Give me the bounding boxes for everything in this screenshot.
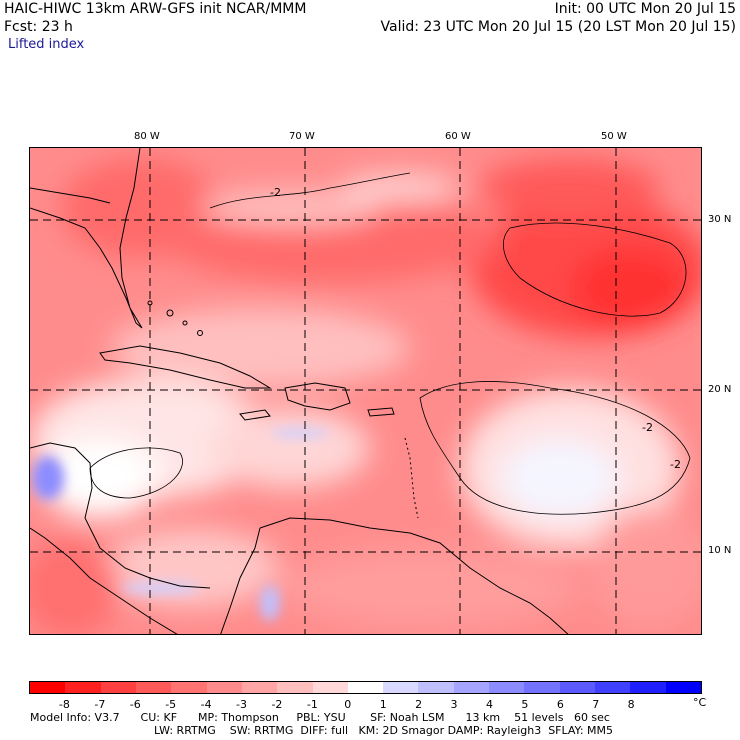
model-info-line2: LW: RRTMG SW: RRTMG DIFF: full KM: 2D Sm… (154, 724, 614, 737)
positive-patches (32, 428, 330, 621)
colorbar-swatch (100, 682, 136, 693)
forecast-hour: Fcst: 23 h (4, 19, 73, 35)
init-time: Init: 00 UTC Mon 20 Jul 15 (554, 1, 736, 17)
colorbar-label: 0 (344, 698, 352, 711)
lon-label-80w: 80 W (134, 131, 160, 142)
lat-label-10n: 10 N (708, 545, 732, 556)
colorbar-swatch (206, 682, 242, 693)
map-canvas: -2 -2 -2 (30, 148, 701, 634)
colorbar-label: 1 (379, 698, 387, 711)
colorbar-label: -4 (200, 698, 212, 711)
colorbar-swatch (383, 682, 419, 693)
colorbar-swatch (65, 682, 101, 693)
colorbar-label: 2 (415, 698, 423, 711)
colorbar-label: -7 (94, 698, 106, 711)
colorbar-label: 3 (450, 698, 458, 711)
graticule (30, 148, 701, 634)
puerto-rico-coast (367, 407, 395, 417)
florida-coast (30, 148, 143, 329)
model-info-line1: Model Info: V3.7 CU: KF MP: Thompson PBL… (30, 711, 610, 724)
colorbar-label: -1 (306, 698, 318, 711)
model-title: HAIC-HIWC 13km ARW-GFS init NCAR/MMM (4, 1, 307, 17)
colorbar-swatch (595, 682, 631, 693)
colorbar-label: 5 (521, 698, 529, 711)
colorbar-label: -2 (271, 698, 283, 711)
colorbar-label: -8 (58, 698, 70, 711)
colorbar-swatch (559, 682, 595, 693)
colorbar-label: -5 (165, 698, 177, 711)
colorbar-swatch (312, 682, 348, 693)
jamaica-coast (239, 409, 271, 421)
contour-label: -2 (642, 421, 653, 434)
colorbar-unit: °C (693, 696, 707, 709)
colorbar-swatch (453, 682, 490, 693)
colorbar-label: -6 (129, 698, 141, 711)
lifted-index-map: -2 -2 -2 (29, 147, 702, 635)
colorbar-label: 8 (627, 698, 635, 711)
colorbar-swatch (241, 682, 278, 693)
south-america-coast (259, 517, 569, 634)
hispaniola-coast (284, 382, 351, 411)
contour-label: -2 (670, 458, 681, 471)
colorbar-swatch (30, 682, 66, 693)
colorbar-label: 7 (592, 698, 600, 711)
colorbar-label: 6 (556, 698, 564, 711)
lon-label-70w: 70 W (289, 131, 315, 142)
colorbar-swatch (418, 682, 454, 693)
colorbar-swatch (489, 682, 525, 693)
contour-label: -2 (270, 186, 281, 199)
colorbar (29, 681, 702, 694)
colorbar-swatch (630, 682, 666, 693)
central-america-coast (30, 442, 211, 589)
colorbar-swatch (524, 682, 560, 693)
colorbar-swatch (171, 682, 207, 693)
colorbar-label: 4 (485, 698, 493, 711)
lesser-antilles (404, 437, 419, 519)
colorbar-swatch (277, 682, 313, 693)
valid-time: Valid: 23 UTC Mon 20 Jul 15 (20 LST Mon … (380, 19, 736, 35)
cuba-coast (99, 345, 272, 389)
colorbar-swatch (347, 682, 384, 693)
lat-label-20n: 20 N (708, 384, 732, 395)
colorbar-label: -3 (236, 698, 247, 711)
lon-label-60w: 60 W (445, 131, 471, 142)
field-name: Lifted index (8, 37, 85, 52)
lat-label-30n: 30 N (708, 214, 732, 225)
colorbar-swatch (665, 682, 701, 693)
colorbar-swatch (135, 682, 172, 693)
lon-label-50w: 50 W (601, 131, 627, 142)
